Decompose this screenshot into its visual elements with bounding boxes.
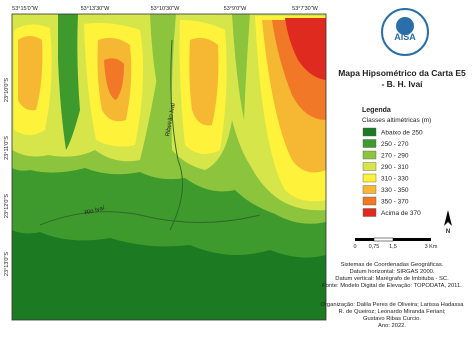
elevation-zone [285,18,326,80]
legend-label: Acima de 370 [381,210,421,217]
legend-swatch [362,196,377,206]
legend-label: 330 - 350 [381,187,409,194]
scale-segment [373,237,394,242]
legend-label: 250 - 270 [381,141,409,148]
note-line: Datum vertical: Marégrafo de Imbituba - … [335,276,449,282]
title-box: Mapa Hipsométrico da Carta E5 - B. H. Iv… [338,68,466,89]
elevation-map: Ribeirão Ivaí Rio Ivaí [12,14,326,320]
north-arrow: N [444,210,452,235]
legend-label: 310 - 330 [381,176,409,183]
legend-swatch [362,162,377,171]
credit-line: Gustavo Ribas Curcio. [363,316,421,322]
legend-swatch [362,150,377,160]
elevation-zone [189,37,219,126]
legend-label: 350 - 370 [381,199,409,206]
year: Ano: 2022. [378,323,406,329]
legend-subheading: Classes altimétricas (m) [362,117,431,124]
scale-label: 0,75 [369,244,380,250]
scale-label: 0 [353,244,356,250]
north-arrow-shape [444,210,452,226]
legend-label: 270 - 290 [381,153,409,160]
elevation-zone [18,36,43,111]
legend-heading: Legenda [362,107,391,114]
logo-icon [396,17,414,35]
logo-text: AISA [394,32,416,42]
note-line: Datum horizontal: SIRGAS 2000. [349,269,434,275]
river [39,211,261,226]
note-line: Fonte: Modelo Digital de Elevação: TOPOD… [322,283,462,289]
coord-label: 53°13'30"W [81,6,111,12]
scale-bar [355,237,431,242]
legend-swatch [362,127,377,137]
scale-label: 3 Km [425,244,438,250]
legend-swatch [362,139,377,148]
river [169,39,183,231]
map-title: Mapa Hipsométrico da Carta E5 - B. H. Iv… [338,68,466,89]
coord-label: 53°7'30"W [292,6,318,12]
scale-segment [355,238,374,241]
legend-swatch [362,185,377,194]
scale-label: 1,5 [389,244,397,250]
scale-segment [393,238,431,241]
coord-label: 53°10'30"W [151,6,181,12]
river-label: Ribeirão Ivaí [165,102,177,137]
coord-label: 53°9'0"W [224,6,247,12]
map-frame [11,13,327,321]
coord-label: 23°13'0"S [4,252,10,276]
coord-label: 53°15'0"W [12,6,38,12]
credit-line: Organização: Dalila Peres de Oliveira; L… [320,302,464,308]
river-label: Rio Ivaí [84,205,106,216]
elevation-zone [150,14,176,150]
coord-label: 23°11'0"S [4,136,10,160]
elevation-zone [232,14,250,120]
north-label: N [446,229,450,235]
legend-swatch [362,173,377,183]
elevation-zone [58,14,80,150]
note-line: Sistemas de Coordenadas Geográficas. [341,262,444,268]
coord-label: 23°12'0"S [4,194,10,218]
credit-line: R. de Queiroz; Leonardo Miranda Feriani; [339,309,446,315]
elevation-zone [104,58,124,100]
logo: AISA [381,8,429,56]
legend-swatch [362,208,377,217]
legend-label: Abaixo de 250 [381,130,423,137]
coord-label: 23°10'0"S [4,78,10,102]
legend-label: 290 - 310 [381,164,409,171]
